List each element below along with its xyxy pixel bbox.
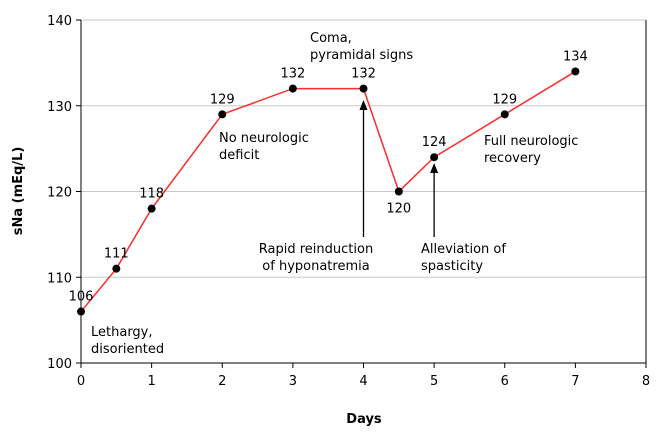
data-label: 129 (210, 92, 235, 107)
points-layer (77, 67, 580, 316)
data-label: 132 (280, 67, 305, 82)
y-tick-label: 140 (47, 14, 72, 29)
annotation-line: Alleviation of (421, 242, 506, 257)
labels-layer: 106 111 118 129 132 132 120 124 129 134 (69, 49, 588, 304)
data-label: 129 (492, 92, 517, 107)
data-label: 118 (139, 187, 164, 202)
data-label: 134 (563, 49, 588, 64)
annotation: No neurologic deficit (219, 131, 309, 163)
data-point (147, 204, 156, 213)
annotation-line: disoriented (91, 342, 164, 357)
annotation: Rapid reinduction of hyponatremia (259, 242, 373, 274)
data-point (430, 153, 439, 162)
x-tick-label: 2 (218, 374, 226, 389)
y-tick-label: 110 (47, 271, 72, 286)
x-tick-label: 5 (430, 374, 438, 389)
annotation-line: Coma, (310, 31, 352, 46)
annotation: Coma, pyramidal signs (310, 31, 413, 63)
data-label: 124 (422, 135, 447, 150)
x-tick-label: 3 (289, 374, 297, 389)
series-line-sna (80, 70, 576, 313)
data-label: 106 (69, 290, 94, 305)
annotation: Lethargy, disoriented (91, 325, 164, 357)
data-point (112, 264, 121, 273)
y-axis-title: sNa (mEq/L) (11, 147, 26, 236)
x-tick-label: 4 (359, 374, 367, 389)
series-layer (80, 70, 576, 313)
y-tick-label: 120 (47, 186, 72, 201)
y-tick-label: 100 (47, 357, 72, 372)
arrow-head (430, 163, 439, 173)
annotation-line: recovery (484, 151, 541, 166)
annotation-layer: Lethargy, disoriented No neurologic deficit… (91, 31, 578, 357)
data-point (571, 67, 580, 76)
x-tick-label: 7 (571, 374, 579, 389)
annotation-line: Lethargy, (91, 325, 153, 340)
annotation-line: No neurologic (219, 131, 309, 146)
x-axis-title: Days (346, 412, 382, 427)
annotation-line: of hyponatremia (262, 259, 369, 274)
data-label: 120 (386, 202, 411, 217)
x-tick-label: 8 (642, 374, 650, 389)
data-point (394, 187, 403, 196)
y-tick-label: 130 (47, 100, 72, 115)
annotation-line: pyramidal signs (310, 48, 413, 63)
x-tick-label: 1 (147, 374, 155, 389)
x-tick-label: 0 (77, 374, 85, 389)
arrow-head (359, 100, 368, 110)
annotation-line: deficit (219, 148, 259, 163)
data-label: 132 (351, 67, 376, 82)
data-point (359, 84, 368, 93)
annotation: Alleviation of spasticity (421, 242, 506, 274)
axes-layer: 100 110 120 130 140 0 1 2 3 4 5 6 7 8 (47, 14, 650, 389)
annotation-line: Rapid reinduction (259, 242, 373, 257)
data-point (218, 110, 227, 119)
data-point (500, 110, 509, 119)
annotation-line: spasticity (421, 259, 483, 274)
annotation-line: Full neurologic (484, 134, 578, 149)
x-tick-label: 6 (501, 374, 509, 389)
data-label: 111 (104, 247, 129, 262)
data-point (288, 84, 297, 93)
annotation: Full neurologic recovery (484, 134, 578, 166)
data-point (77, 307, 85, 316)
